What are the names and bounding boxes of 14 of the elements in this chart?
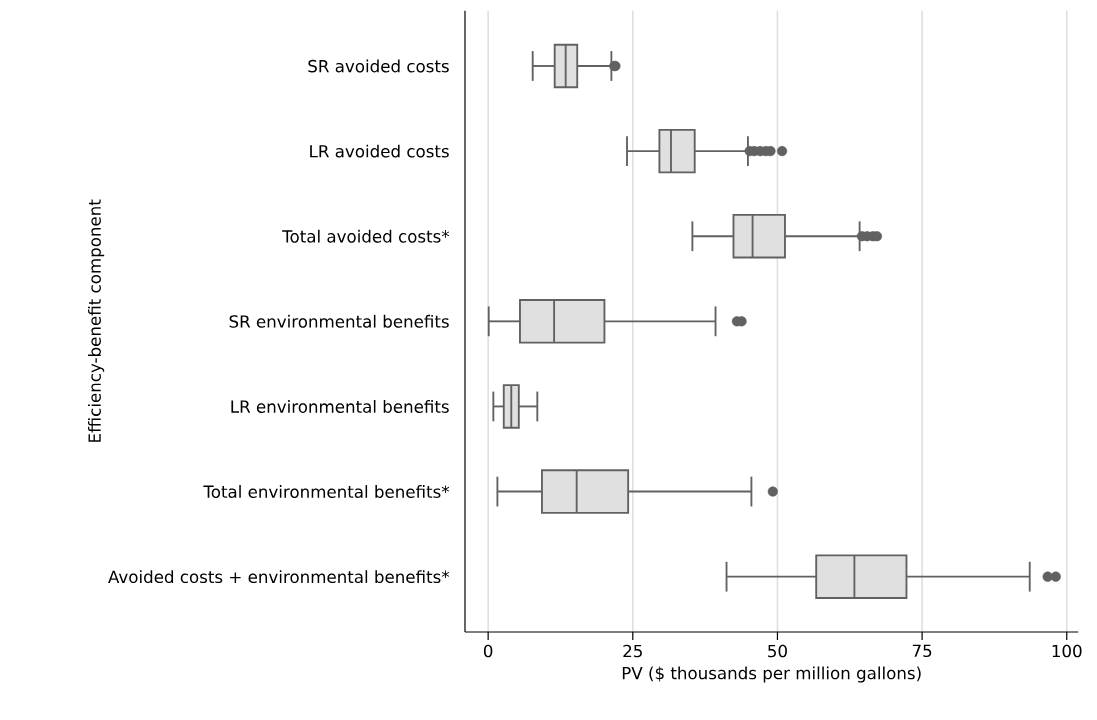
x-tick-label: 100 (1052, 644, 1082, 658)
y-tick-label: SR avoided costs (308, 59, 449, 73)
x-tick-label: 75 (912, 644, 932, 658)
x-tick-label: 0 (483, 644, 493, 658)
y-tick-label: Total avoided costs* (282, 229, 450, 243)
x-tick-label: 25 (623, 644, 642, 658)
y-tick-label: SR environmental benefits (229, 314, 449, 328)
x-axis-title: PV ($ thousands per million gallons) (622, 666, 921, 683)
y-tick-label: LR avoided costs (310, 144, 449, 158)
y-tick-label: LR environmental benefits (231, 399, 449, 413)
x-tick-label: 50 (768, 644, 787, 658)
y-axis-title: Efficiency-benefit component (88, 199, 105, 442)
y-tick-label: Total environmental benefits* (203, 485, 450, 498)
y-tick-label: Avoided costs + environmental benefits* (108, 570, 450, 584)
